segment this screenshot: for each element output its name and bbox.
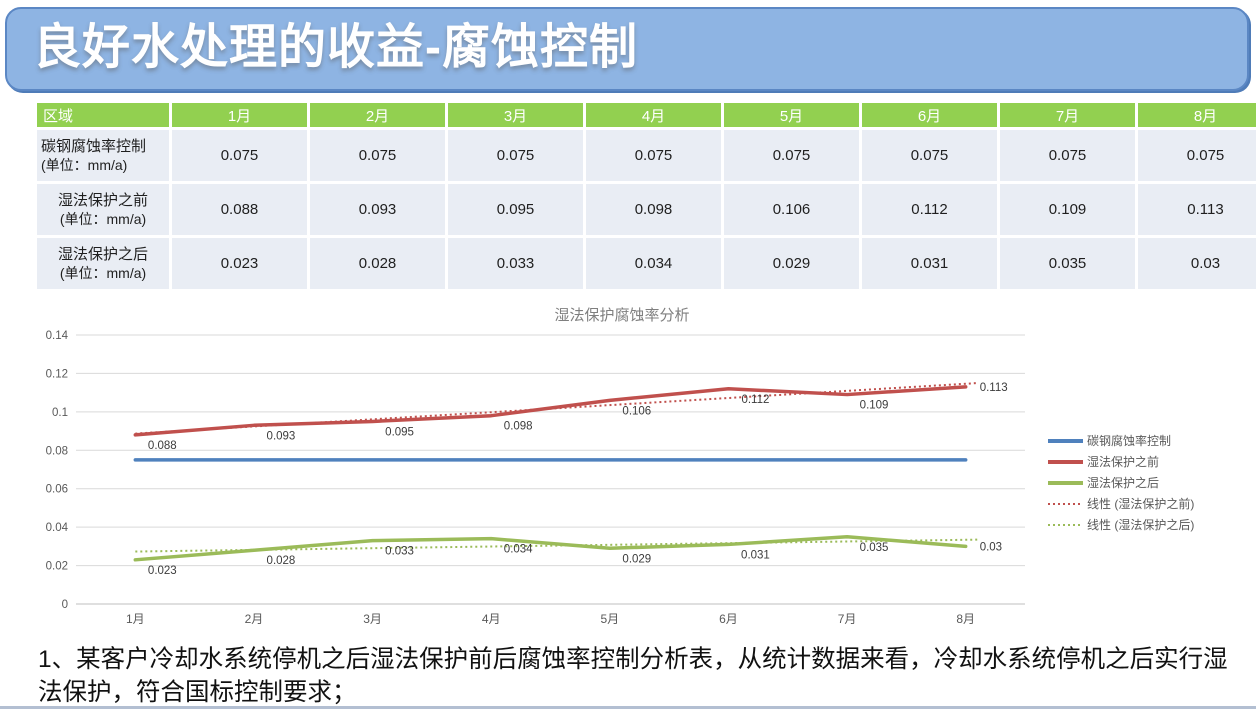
table-cell: 0.098	[586, 184, 721, 235]
table-cell: 0.112	[862, 184, 997, 235]
header-cell-month: 6月	[862, 103, 997, 127]
row-label: 湿法保护之后	[57, 246, 148, 263]
trendline	[135, 538, 978, 553]
table-cell: 0.033	[448, 238, 583, 289]
table-cell: 0.106	[724, 184, 859, 235]
data-label: 0.023	[148, 565, 177, 577]
header-cell-region: 区域	[37, 103, 169, 127]
x-tick-label: 6月	[719, 612, 738, 626]
x-tick-label: 5月	[600, 612, 619, 626]
y-tick-label: 0.1	[52, 407, 68, 419]
data-label: 0.033	[385, 546, 414, 558]
header-cell-month: 1月	[172, 103, 307, 127]
table-row: 湿法保护之前 (单位：mm/a) 0.088 0.093 0.095 0.098 0.106…	[37, 184, 1256, 235]
data-label: 0.035	[860, 542, 889, 554]
table-cell: 0.075	[310, 130, 445, 181]
legend-label: 湿法保护之后	[1087, 475, 1159, 490]
table-cell: 0.113	[1138, 184, 1256, 235]
y-tick-label: 0.06	[46, 484, 68, 496]
data-label: 0.029	[622, 553, 651, 565]
table-cell: 0.095	[448, 184, 583, 235]
row-unit: (单位：mm/a)	[41, 157, 128, 173]
series-line	[133, 535, 968, 562]
data-label: 0.106	[622, 405, 651, 417]
table-cell: 0.031	[862, 238, 997, 289]
corrosion-chart: 湿法保护腐蚀率分析 0 0.02 0.04 0.06 0.08 0.1 0.12 0.14 1月 2…	[46, 306, 1195, 626]
row-label-cell: 湿法保护之后 (单位：mm/a)	[37, 238, 169, 289]
table-cell: 0.093	[310, 184, 445, 235]
y-tick-label: 0.08	[46, 445, 68, 457]
table-cell: 0.075	[586, 130, 721, 181]
header-cell-month: 5月	[724, 103, 859, 127]
data-label: 0.098	[504, 421, 533, 433]
data-label: 0.028	[267, 555, 296, 567]
data-label: 0.03	[980, 541, 1002, 553]
header-cell-month: 7月	[1000, 103, 1135, 127]
row-unit: (单位：mm/a)	[59, 265, 147, 281]
table-cell: 0.034	[586, 238, 721, 289]
footer-note: 1、某客户冷却水系统停机之后湿法保护前后腐蚀率控制分析表，从统计数据来看，冷却水…	[38, 646, 1228, 706]
data-label: 0.034	[504, 544, 533, 556]
bottom-divider	[0, 706, 1256, 709]
header-cell-month: 8月	[1138, 103, 1256, 127]
header-cell-month: 2月	[310, 103, 445, 127]
x-tick-label: 2月	[245, 612, 264, 626]
page-title: 良好水处理的收益-腐蚀控制	[33, 21, 638, 74]
x-tick-label: 1月	[126, 612, 145, 626]
table-head: 区域 1月 2月 3月 4月 5月 6月 7月 8月	[37, 103, 1256, 127]
y-tick-label: 0.04	[46, 522, 69, 534]
table-cell: 0.035	[1000, 238, 1135, 289]
y-tick-label: 0	[62, 599, 68, 611]
y-tick-label: 0.14	[46, 330, 69, 342]
header-cell-month: 3月	[448, 103, 583, 127]
corrosion-table: 区域 1月 2月 3月 4月 5月 6月 7月 8月 碳钢腐蚀率控制 (单位：mm/a) 0.075…	[34, 100, 1256, 292]
table-header-row: 区域 1月 2月 3月 4月 5月 6月 7月 8月	[37, 103, 1256, 127]
data-label: 0.113	[980, 382, 1008, 394]
trendline	[135, 382, 978, 435]
data-label: 0.095	[385, 426, 414, 438]
table-cell: 0.029	[724, 238, 859, 289]
legend-label: 线性 (湿法保护之前)	[1087, 496, 1194, 511]
y-tick-label: 0.12	[46, 368, 68, 380]
x-tick-label: 8月	[956, 612, 975, 626]
row-label: 湿法保护之前	[57, 192, 148, 209]
title-banner: 良好水处理的收益-腐蚀控制	[5, 7, 1249, 91]
header-cell-month: 4月	[586, 103, 721, 127]
table-cell: 0.03	[1138, 238, 1256, 289]
table-cell: 0.088	[172, 184, 307, 235]
legend-label: 线性 (湿法保护之后)	[1087, 517, 1194, 532]
row-label-cell: 湿法保护之前 (单位：mm/a)	[37, 184, 169, 235]
table-body: 碳钢腐蚀率控制 (单位：mm/a) 0.075 0.075 0.075 0.075 0.07…	[37, 130, 1256, 289]
table-cell: 0.075	[862, 130, 997, 181]
series-line	[133, 385, 968, 437]
table-cell: 0.075	[172, 130, 307, 181]
data-label: 0.031	[741, 549, 770, 561]
row-unit: (单位：mm/a)	[59, 211, 147, 227]
legend-label: 碳钢腐蚀率控制	[1087, 433, 1171, 448]
chart-title: 湿法保护腐蚀率分析	[554, 306, 689, 324]
table-cell: 0.075	[1000, 130, 1135, 181]
row-label: 碳钢腐蚀率控制	[41, 138, 147, 155]
x-tick-label: 4月	[482, 612, 501, 626]
x-tick-label: 3月	[363, 612, 382, 626]
data-label: 0.109	[860, 400, 889, 412]
table-cell: 0.075	[1138, 130, 1256, 181]
x-tick-label: 7月	[838, 612, 857, 626]
table-row: 碳钢腐蚀率控制 (单位：mm/a) 0.075 0.075 0.075 0.075 0.07…	[37, 130, 1256, 181]
data-label: 0.088	[148, 440, 177, 452]
table-cell: 0.109	[1000, 184, 1135, 235]
table-cell: 0.075	[724, 130, 859, 181]
row-label-cell: 碳钢腐蚀率控制 (单位：mm/a)	[37, 130, 169, 181]
legend-label: 湿法保护之前	[1087, 454, 1159, 469]
y-tick-label: 0.02	[46, 561, 68, 573]
table-cell: 0.028	[310, 238, 445, 289]
table-cell: 0.075	[448, 130, 583, 181]
data-label: 0.112	[741, 394, 769, 406]
table-cell: 0.023	[172, 238, 307, 289]
data-label: 0.093	[267, 430, 296, 442]
table-row: 湿法保护之后 (单位：mm/a) 0.023 0.028 0.033 0.034 0.029…	[37, 238, 1256, 289]
